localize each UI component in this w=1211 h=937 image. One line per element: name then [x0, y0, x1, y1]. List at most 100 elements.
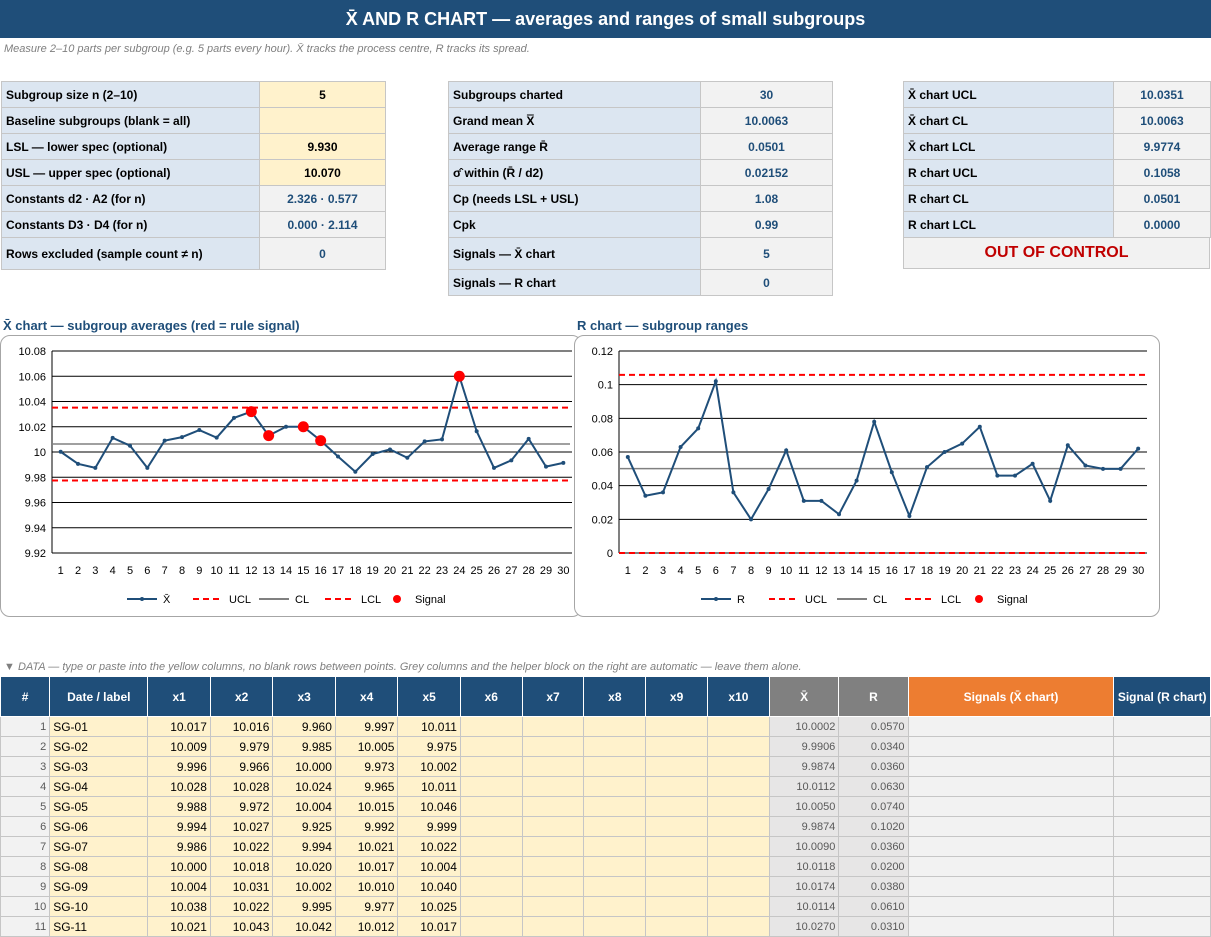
sample-cell[interactable]	[645, 736, 708, 757]
sample-cell[interactable]	[583, 756, 647, 777]
sample-cell[interactable]: 9.985	[272, 736, 336, 757]
sample-cell[interactable]	[706, 876, 770, 897]
sample-cell[interactable]: 10.021	[147, 916, 211, 937]
sample-cell[interactable]	[583, 716, 647, 737]
sample-cell[interactable]	[706, 916, 770, 937]
sample-cell[interactable]: 10.043	[209, 916, 274, 937]
sample-cell[interactable]	[583, 816, 647, 837]
sample-cell[interactable]	[459, 896, 523, 917]
row-label-cell[interactable]: SG-07	[49, 836, 149, 857]
sample-cell[interactable]: 10.022	[209, 836, 274, 857]
sample-cell[interactable]: 9.979	[209, 736, 274, 757]
sample-cell[interactable]: 10.004	[272, 796, 336, 817]
sample-cell[interactable]	[645, 716, 708, 737]
sample-cell[interactable]: 9.977	[334, 896, 399, 917]
sample-cell[interactable]	[645, 896, 708, 917]
sample-cell[interactable]	[521, 816, 585, 837]
row-label-cell[interactable]: SG-09	[49, 876, 149, 897]
row-label-cell[interactable]: SG-02	[49, 736, 149, 757]
sample-cell[interactable]: 10.009	[147, 736, 211, 757]
sample-cell[interactable]: 10.038	[147, 896, 211, 917]
sample-cell[interactable]	[521, 776, 585, 797]
sample-cell[interactable]: 10.011	[397, 716, 461, 737]
row-label-cell[interactable]: SG-08	[49, 856, 149, 877]
row-label-cell[interactable]: SG-05	[49, 796, 149, 817]
row-label-cell[interactable]: SG-01	[49, 716, 149, 737]
sample-cell[interactable]	[706, 796, 770, 817]
sample-cell[interactable]: 9.925	[272, 816, 336, 837]
sample-cell[interactable]: 9.966	[209, 756, 274, 777]
sample-cell[interactable]: 10.046	[397, 796, 461, 817]
sample-cell[interactable]: 10.018	[209, 856, 274, 877]
sample-cell[interactable]: 10.000	[272, 756, 336, 777]
sample-cell[interactable]	[521, 876, 585, 897]
sample-cell[interactable]	[459, 776, 523, 797]
sample-cell[interactable]	[583, 836, 647, 857]
sample-cell[interactable]	[645, 796, 708, 817]
row-label-cell[interactable]: SG-04	[49, 776, 149, 797]
sample-cell[interactable]	[459, 876, 523, 897]
sample-cell[interactable]: 10.005	[334, 736, 399, 757]
sample-cell[interactable]	[645, 756, 708, 777]
inputs-value[interactable]: 5	[259, 81, 386, 108]
sample-cell[interactable]: 10.024	[272, 776, 336, 797]
inputs-value[interactable]	[259, 107, 386, 134]
sample-cell[interactable]: 10.000	[147, 856, 211, 877]
row-label-cell[interactable]: SG-06	[49, 816, 149, 837]
sample-cell[interactable]: 9.994	[272, 836, 336, 857]
sample-cell[interactable]: 10.028	[209, 776, 274, 797]
sample-cell[interactable]	[645, 776, 708, 797]
sample-cell[interactable]: 10.015	[334, 796, 399, 817]
sample-cell[interactable]: 10.004	[147, 876, 211, 897]
sample-cell[interactable]	[459, 756, 523, 777]
sample-cell[interactable]: 10.012	[334, 916, 399, 937]
sample-cell[interactable]	[706, 736, 770, 757]
sample-cell[interactable]	[459, 856, 523, 877]
inputs-value[interactable]: 10.070	[259, 159, 386, 186]
sample-cell[interactable]: 10.010	[334, 876, 399, 897]
sample-cell[interactable]: 10.016	[209, 716, 274, 737]
sample-cell[interactable]	[459, 716, 523, 737]
sample-cell[interactable]: 10.028	[147, 776, 211, 797]
sample-cell[interactable]: 10.027	[209, 816, 274, 837]
sample-cell[interactable]: 10.042	[272, 916, 336, 937]
sample-cell[interactable]: 9.975	[397, 736, 461, 757]
sample-cell[interactable]: 9.973	[334, 756, 399, 777]
sample-cell[interactable]: 9.996	[147, 756, 211, 777]
sample-cell[interactable]	[583, 876, 647, 897]
sample-cell[interactable]: 10.011	[397, 776, 461, 797]
sample-cell[interactable]: 9.960	[272, 716, 336, 737]
sample-cell[interactable]: 9.994	[147, 816, 211, 837]
sample-cell[interactable]	[583, 916, 647, 937]
sample-cell[interactable]	[706, 756, 770, 777]
sample-cell[interactable]	[521, 896, 585, 917]
sample-cell[interactable]	[645, 916, 708, 937]
sample-cell[interactable]: 10.017	[147, 716, 211, 737]
sample-cell[interactable]	[645, 876, 708, 897]
sample-cell[interactable]: 9.997	[334, 716, 399, 737]
sample-cell[interactable]	[706, 816, 770, 837]
sample-cell[interactable]	[459, 796, 523, 817]
sample-cell[interactable]	[459, 836, 523, 857]
row-label-cell[interactable]: SG-11	[49, 916, 149, 937]
sample-cell[interactable]: 10.020	[272, 856, 336, 877]
sample-cell[interactable]: 10.031	[209, 876, 274, 897]
sample-cell[interactable]	[521, 796, 585, 817]
sample-cell[interactable]	[459, 816, 523, 837]
sample-cell[interactable]: 9.988	[147, 796, 211, 817]
sample-cell[interactable]: 10.017	[334, 856, 399, 877]
sample-cell[interactable]	[583, 856, 647, 877]
sample-cell[interactable]	[521, 736, 585, 757]
sample-cell[interactable]: 10.002	[397, 756, 461, 777]
sample-cell[interactable]	[645, 856, 708, 877]
sample-cell[interactable]	[521, 916, 585, 937]
sample-cell[interactable]: 9.972	[209, 796, 274, 817]
sample-cell[interactable]: 9.995	[272, 896, 336, 917]
sample-cell[interactable]	[459, 736, 523, 757]
sample-cell[interactable]	[706, 716, 770, 737]
sample-cell[interactable]: 10.004	[397, 856, 461, 877]
sample-cell[interactable]	[583, 736, 647, 757]
sample-cell[interactable]: 10.017	[397, 916, 461, 937]
sample-cell[interactable]: 9.999	[397, 816, 461, 837]
sample-cell[interactable]	[706, 836, 770, 857]
